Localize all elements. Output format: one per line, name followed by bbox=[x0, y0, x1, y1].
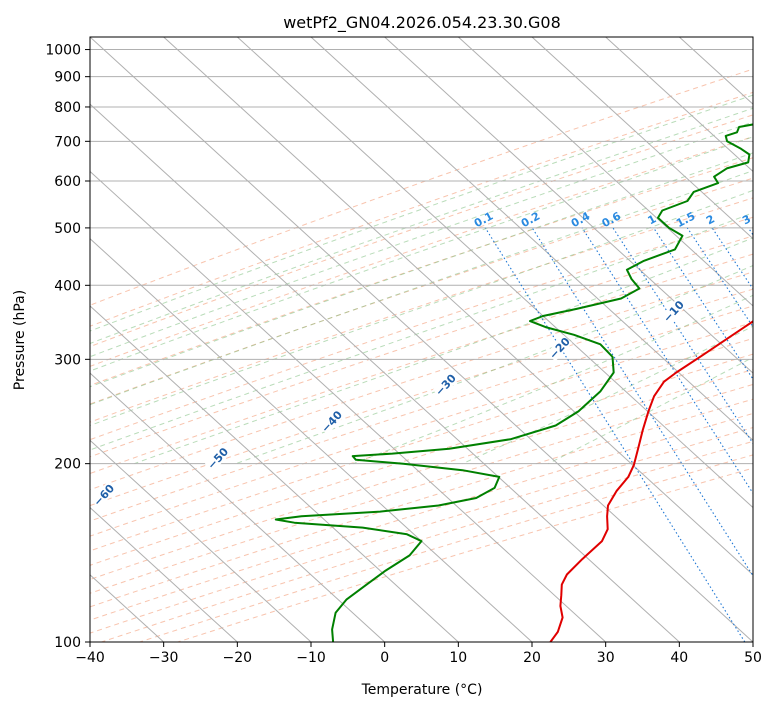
y-tick-label: 800 bbox=[54, 100, 81, 116]
y-tick-label: 200 bbox=[54, 457, 81, 473]
x-tick-label: 40 bbox=[670, 650, 688, 666]
y-tick-label: 600 bbox=[54, 174, 81, 190]
x-tick-label: 30 bbox=[597, 650, 615, 666]
y-axis-label: Pressure (hPa) bbox=[12, 290, 28, 390]
chart-title: wetPf2_GN04.2026.054.23.30.G08 bbox=[283, 13, 561, 33]
x-axis-label: Temperature (°C) bbox=[361, 682, 483, 698]
x-tick-label: 50 bbox=[744, 650, 762, 666]
y-tick-label: 400 bbox=[54, 278, 81, 294]
x-tick-label: 10 bbox=[449, 650, 467, 666]
x-tick-label: 0 bbox=[380, 650, 389, 666]
x-tick-label: −40 bbox=[75, 650, 105, 666]
x-tick-label: −10 bbox=[296, 650, 326, 666]
x-tick-label: −30 bbox=[149, 650, 179, 666]
x-tick-label: 20 bbox=[523, 650, 541, 666]
y-tick-label: 1000 bbox=[45, 43, 81, 59]
y-tick-label: 900 bbox=[54, 70, 81, 86]
y-tick-label: 100 bbox=[54, 635, 81, 651]
y-tick-label: 700 bbox=[54, 134, 81, 150]
y-tick-label: 300 bbox=[54, 352, 81, 368]
x-tick-label: −20 bbox=[223, 650, 253, 666]
y-tick-label: 500 bbox=[54, 221, 81, 237]
